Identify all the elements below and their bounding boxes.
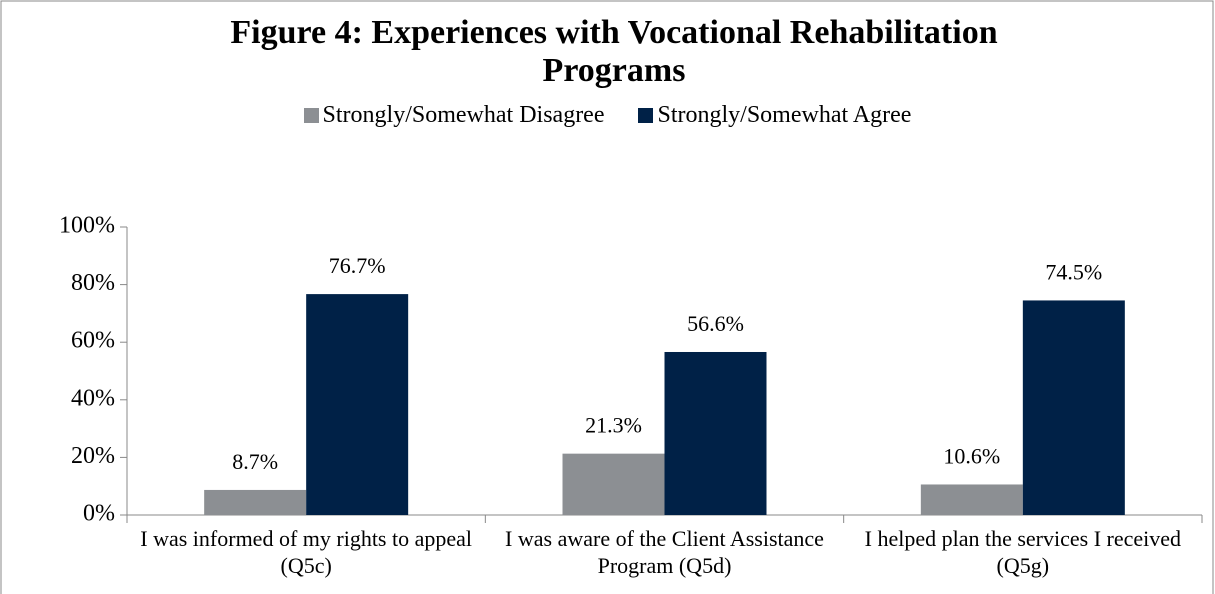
x-tick-label: I was aware of the Client Assistance Pro… bbox=[505, 526, 824, 578]
x-tick-label: I helped plan the services I received (Q… bbox=[864, 526, 1182, 578]
y-tick-label: 100% bbox=[59, 213, 115, 239]
data-label: 10.6% bbox=[943, 444, 1000, 469]
y-tick-label: 40% bbox=[71, 385, 115, 411]
legend-swatch bbox=[638, 108, 654, 123]
bar bbox=[1022, 300, 1125, 515]
chart-title: Figure 4: Experiences with Vocational Re… bbox=[230, 14, 998, 89]
bar bbox=[920, 484, 1023, 515]
bar bbox=[562, 453, 665, 515]
y-tick-label: 60% bbox=[71, 328, 115, 354]
bar bbox=[204, 489, 307, 515]
legend-label: Strongly/Somewhat Agree bbox=[657, 102, 912, 128]
y-tick-label: 20% bbox=[71, 443, 115, 469]
x-tick-label: I was informed of my rights to appeal (Q… bbox=[140, 526, 473, 578]
bar bbox=[664, 351, 767, 515]
bar bbox=[306, 294, 409, 515]
legend-item: Strongly/Somewhat Agree bbox=[638, 102, 911, 129]
y-tick-label: 0% bbox=[83, 501, 115, 527]
legend: Strongly/Somewhat Disagree Strongly/Somew… bbox=[0, 102, 1215, 129]
legend-label: Strongly/Somewhat Disagree bbox=[322, 102, 605, 128]
data-label: 8.7% bbox=[232, 449, 278, 474]
data-label: 56.6% bbox=[687, 311, 744, 336]
legend-item: Strongly/Somewhat Disagree bbox=[303, 102, 605, 129]
y-tick-label: 80% bbox=[71, 270, 115, 296]
data-label: 76.7% bbox=[329, 253, 386, 278]
data-label: 21.3% bbox=[585, 413, 642, 438]
data-label: 74.5% bbox=[1045, 259, 1102, 284]
legend-swatch bbox=[303, 108, 319, 123]
